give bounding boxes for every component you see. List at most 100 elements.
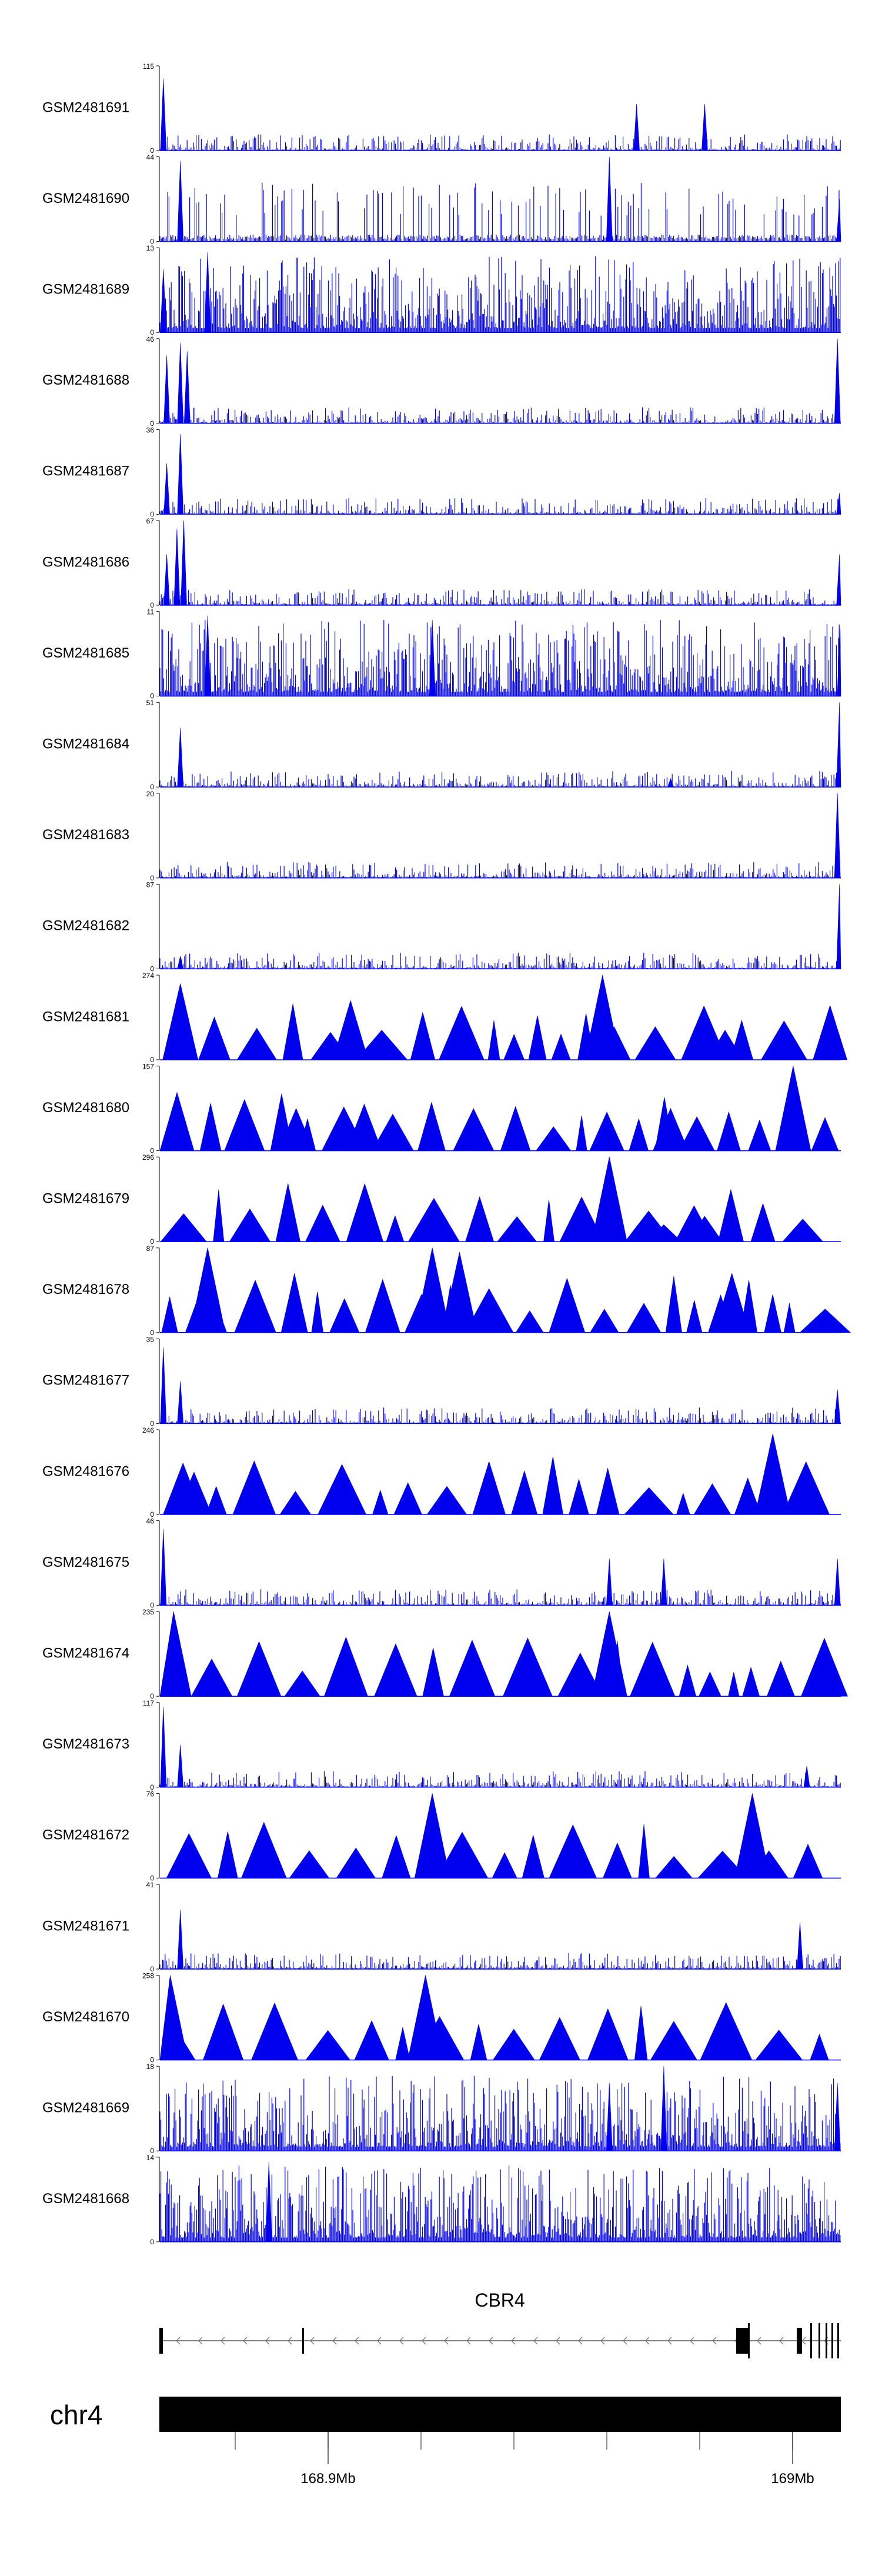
track-signal-area: [606, 2066, 841, 2151]
track-ymax-label: 157: [142, 1063, 154, 1071]
track-signal-area: [177, 1910, 803, 1970]
track-signal-area: [204, 615, 841, 696]
track-zero-label: 0: [150, 419, 154, 428]
track-label: GSM2481690: [42, 191, 129, 206]
track-ymax-label: 14: [146, 2154, 155, 2162]
gene-strand-arrow: [466, 2337, 471, 2345]
gene-exon: [736, 2328, 749, 2354]
track-ymax-label: 87: [146, 1244, 155, 1253]
track-label: GSM2481672: [42, 1827, 129, 1843]
track-GSM2481668: GSM2481668 14 0: [42, 2154, 841, 2246]
track-signal-area: [160, 1529, 841, 1606]
track-signal-bars: [159, 2165, 841, 2242]
track-GSM2481686: GSM2481686 67 0: [42, 517, 841, 609]
gene-strand-arrow: [265, 2337, 270, 2345]
gene-strand-arrow: [511, 2337, 516, 2345]
track-label: GSM2481681: [42, 1009, 129, 1025]
track-zero-label: 0: [150, 1329, 154, 1337]
gene-exon: [826, 2323, 827, 2358]
track-signal-area: [163, 520, 841, 606]
track-ymax-label: 274: [142, 972, 154, 980]
gene-model: [159, 2323, 841, 2358]
track-zero-label: 0: [150, 1965, 154, 1973]
track-ymax-label: 76: [146, 1790, 155, 1798]
track-signal-area: [834, 793, 841, 879]
track-ymax-label: 258: [142, 1972, 154, 1980]
track-zero-label: 0: [150, 965, 154, 973]
track-signal-bars: [159, 134, 841, 151]
track-signal-bars: [159, 498, 841, 515]
track-label: GSM2481671: [42, 1918, 129, 1934]
gene-strand-arrow: [288, 2337, 292, 2345]
track-label: GSM2481678: [42, 1282, 129, 1297]
gene-strand-arrow: [422, 2337, 426, 2345]
track-zero-label: 0: [150, 692, 154, 700]
track-zero-label: 0: [150, 2147, 154, 2155]
track-signal-area: [159, 1975, 829, 2060]
track-signal-area: [160, 78, 708, 151]
track-GSM2481689: GSM2481689 13 0: [42, 244, 841, 336]
track-ymax-label: 246: [142, 1426, 154, 1434]
gene-exon: [159, 2328, 163, 2354]
track-zero-label: 0: [150, 1237, 154, 1246]
track-signal-bars: [159, 1953, 841, 1969]
track-label: GSM2481673: [42, 1736, 129, 1752]
track-GSM2481681: GSM2481681 274 0: [42, 972, 848, 1064]
track-zero-label: 0: [150, 1783, 154, 1791]
chromosome-ticks: 168.9Mb 169Mb: [235, 2432, 814, 2487]
gene-exon: [818, 2323, 820, 2358]
track-zero-label: 0: [150, 1874, 154, 1882]
track-label: GSM2481683: [42, 827, 129, 843]
gene-strand-arrow: [489, 2337, 493, 2345]
track-label: GSM2481686: [42, 554, 129, 570]
track-GSM2481684: GSM2481684 51 0: [42, 699, 841, 791]
gene-strand-arrow: [623, 2337, 627, 2345]
track-ymax-label: 87: [146, 880, 155, 889]
track-label: GSM2481689: [42, 282, 129, 298]
track-zero-label: 0: [150, 1147, 154, 1155]
track-ymax-label: 46: [146, 335, 155, 343]
gene-strand-arrow: [779, 2337, 784, 2345]
track-GSM2481677: GSM2481677 35 0: [42, 1335, 841, 1427]
gene-exon: [797, 2328, 802, 2354]
track-signal-area: [177, 156, 841, 242]
track-zero-label: 0: [150, 1601, 154, 1610]
track-label: GSM2481675: [42, 1554, 129, 1570]
track-GSM2481673: GSM2481673 117 0: [42, 1699, 841, 1791]
gene-exon: [837, 2323, 839, 2358]
gene-strand-arrow: [690, 2337, 694, 2345]
track-label: GSM2481684: [42, 736, 129, 752]
track-signal-bars: [159, 182, 841, 242]
track-GSM2481675: GSM2481675 46 0: [42, 1517, 841, 1610]
track-GSM2481672: GSM2481672 76 0: [42, 1790, 841, 1882]
track-ymax-label: 117: [143, 1699, 154, 1707]
gene-strand-arrow: [377, 2337, 382, 2345]
track-GSM2481688: GSM2481688 46 0: [42, 335, 841, 428]
track-GSM2481669: GSM2481669 18 0: [42, 2063, 841, 2155]
track-signal-bars: [159, 1771, 841, 1787]
track-GSM2481691: GSM2481691 115 0: [42, 62, 841, 155]
gene-strand-arrow: [645, 2337, 650, 2345]
track-signal-bars: [159, 256, 841, 333]
track-signal-area: [160, 1157, 824, 1242]
track-ymax-label: 18: [146, 2063, 155, 2071]
track-label: GSM2481682: [42, 918, 129, 934]
chromosome-label: chr4: [50, 2400, 102, 2430]
track-label: GSM2481685: [42, 645, 129, 661]
track-GSM2481679: GSM2481679 296 0: [42, 1153, 841, 1246]
track-GSM2481690: GSM2481690 44 0: [42, 154, 841, 246]
gene-strand-arrow: [399, 2337, 404, 2345]
track-signal-area: [161, 1247, 851, 1333]
gene-exon: [302, 2328, 304, 2354]
gene-track: CBR4: [159, 2290, 841, 2358]
track-label: GSM2481679: [42, 1191, 129, 1207]
gene-strand-arrow: [332, 2337, 337, 2345]
track-signal-area: [160, 1706, 810, 1788]
track-zero-label: 0: [150, 874, 154, 882]
track-zero-label: 0: [150, 783, 154, 791]
track-signal-bars: [159, 770, 841, 788]
track-signal-bars: [159, 2076, 841, 2151]
track-signal-bars: [159, 1589, 841, 1606]
track-label: GSM2481680: [42, 1100, 129, 1116]
